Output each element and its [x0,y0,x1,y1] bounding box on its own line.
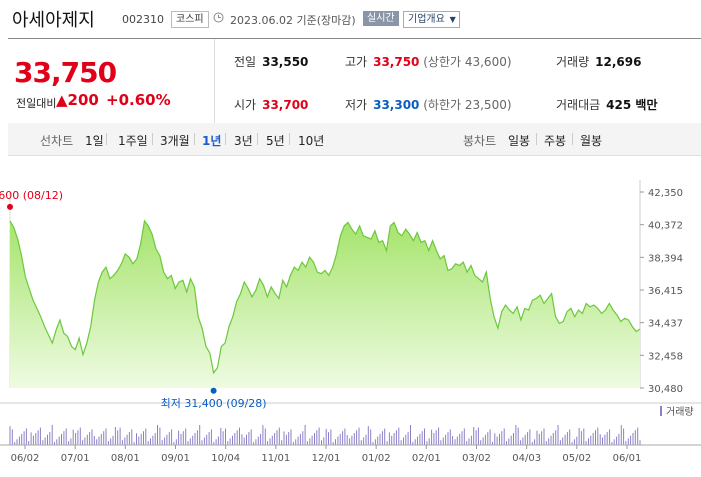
volume-bars [0,425,701,446]
candle-daily[interactable]: 일봉 [508,134,531,148]
x-tick-label: 06/02 [11,453,40,464]
stock-name: 아세아제지 [12,10,95,31]
candle-chart-label: 봉차트 [463,134,497,148]
chevron-down-icon: ▼ [449,15,456,24]
line-chart-label: 선차트 [40,134,74,148]
price-summary: 33,750 전일대비 ▲200 +0.60% 전일 33,550 고가 33,75… [8,38,701,124]
y-tick-label: 38,394 [648,253,683,264]
period-3y[interactable]: 3년 [234,134,253,148]
volume-legend-swatch [660,406,662,416]
stock-header: 아세아제지 002310 코스피 2023.06.02 기준(장마감) 실시간 … [0,0,701,38]
max-label: 최고 40,600 (08/12) [0,189,63,202]
x-tick-label: 07/01 [61,453,90,464]
x-tick-label: 08/01 [111,453,140,464]
y-tick-label: 42,350 [648,188,683,199]
open-price: 시가 33,700 [234,98,309,112]
period-3m[interactable]: 3개월 [160,134,190,148]
price-area [10,220,640,388]
y-axis: 42,350 40,372 38,394 36,415 34,437 32,458 30,4… [640,188,683,395]
x-tick-label: 09/01 [161,453,190,464]
candle-monthly[interactable]: 월봉 [580,134,603,148]
x-tick-label: 06/01 [613,453,642,464]
x-tick-label: 02/01 [412,453,441,464]
stock-code: 002310 [122,13,164,26]
period-10y[interactable]: 10년 [298,134,325,148]
current-price: 33,750 [14,56,117,89]
x-tick-label: 05/02 [562,453,591,464]
low-price: 저가 33,300 (하한가 23,500) [345,98,512,112]
volume-legend: 거래량 [660,406,694,418]
x-tick-label: 04/03 [512,453,541,464]
company-info-label: 기업개요 [408,14,445,25]
prev-close: 전일 33,550 [234,55,309,69]
x-tick-label: 01/02 [362,453,391,464]
clock-icon [213,12,224,23]
change-amount: ▲200 [56,91,99,109]
period-1d[interactable]: 1일 [85,134,104,148]
y-tick-label: 30,480 [648,384,683,395]
x-axis: 06/02 07/01 08/01 09/01 10/04 11/01 12/01 01/02… [11,445,642,464]
x-tick-label: 11/01 [261,453,290,464]
min-marker [210,387,217,394]
price-line [9,219,641,375]
company-info-dropdown[interactable]: 기업개요 ▼ [403,11,460,28]
x-tick-label: 10/04 [211,453,240,464]
x-tick-label: 12/01 [312,453,341,464]
base-date: 2023.06.02 기준(장마감) [230,14,356,27]
divider [214,39,215,123]
market-badge: 코스피 [171,11,209,28]
volume: 거래량 12,696 [556,55,642,69]
change-percent: +0.60% [106,91,171,109]
y-tick-label: 40,372 [648,221,683,232]
volume-legend-label: 거래량 [666,406,694,418]
period-1y[interactable]: 1년 [202,134,222,148]
realtime-button[interactable]: 실시간 [363,11,399,26]
period-bar: 선차트 1일 1주일 3개월 1년 3년 5년 10년 봉차트 일봉 주봉 월봉 [8,123,701,156]
extrema-markers: 최고 40,600 (08/12) 최저 31,400 (09/28) [0,189,267,410]
x-tick-label: 03/02 [462,453,491,464]
y-tick-label: 34,437 [648,319,683,330]
max-marker [7,203,13,210]
period-5y[interactable]: 5년 [266,134,285,148]
y-tick-label: 32,458 [648,351,683,362]
price-chart: 42,350 40,372 38,394 36,415 34,437 32,458 30,4… [0,180,701,464]
change-label: 전일대비 [16,97,57,110]
trade-amount: 거래대금 425 백만 [556,98,658,112]
period-1w[interactable]: 1주일 [118,134,148,148]
min-label: 최저 31,400 (09/28) [161,397,267,410]
candle-weekly[interactable]: 주봉 [544,134,567,148]
y-tick-label: 36,415 [648,286,683,297]
high-price: 고가 33,750 (상한가 43,600) [345,55,512,69]
